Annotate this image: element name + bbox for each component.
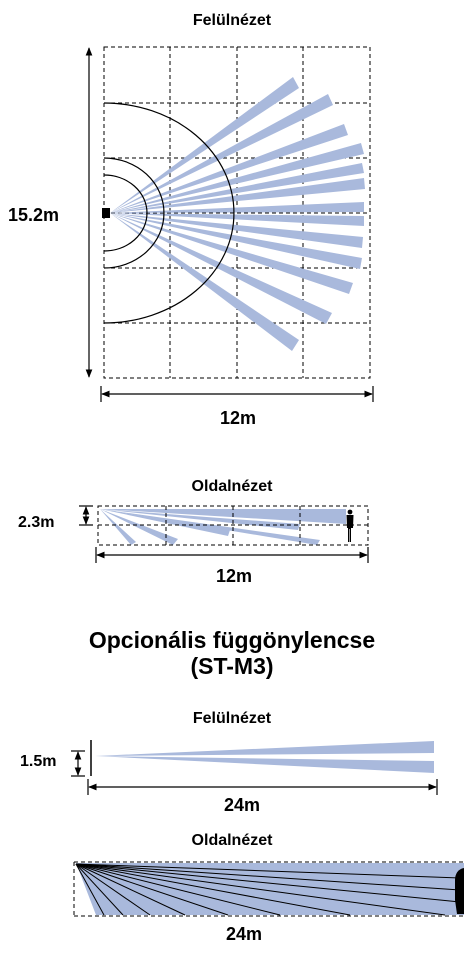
- person-icon: [346, 509, 354, 542]
- curtain-heading-line2: (ST-M3): [190, 653, 274, 679]
- top-view-width-label: 12m: [219, 408, 257, 428]
- top-view-zone-arcs: [103, 102, 235, 324]
- top-view-width-dimension: [100, 386, 374, 402]
- curtain-top-view-title: Felülnézet: [192, 710, 272, 727]
- side-view-title: Oldalnézet: [191, 478, 273, 495]
- side-view-height-label: 2.3m: [18, 514, 55, 531]
- detector-icon: [102, 208, 110, 218]
- top-view-height-label: 15.2m: [8, 205, 60, 225]
- top-view-grid: [103, 46, 371, 379]
- top-view-beams: [110, 77, 365, 351]
- curtain-top-view-diagram: [71, 740, 438, 795]
- curtain-top-view-width-dimension: [87, 779, 438, 795]
- side-view-width-label: 12m: [215, 566, 253, 586]
- curtain-heading: Opcionális függönylencse (ST-M3): [0, 627, 464, 679]
- curtain-heading-line1: Opcionális függönylencse: [88, 627, 376, 653]
- curtain-top-view-beams: [95, 741, 434, 773]
- side-view-grid: [97, 505, 369, 546]
- curtain-top-view-height-label: 1.5m: [20, 753, 57, 770]
- top-view-title: Felülnézet: [192, 12, 272, 29]
- top-view-diagram: [85, 46, 374, 402]
- curtain-side-view-frame: [73, 861, 464, 917]
- curtain-side-view-rays: [75, 863, 461, 916]
- curtain-side-view-title: Oldalnézet: [191, 832, 273, 849]
- curtain-top-view-height-dimension: [71, 750, 85, 777]
- person-icon: [455, 868, 464, 914]
- curtain-side-view-coverage: [76, 863, 464, 915]
- curtain-side-view-diagram: [73, 861, 464, 917]
- curtain-side-view-width-label: 24m: [225, 924, 263, 944]
- side-view-beams: [100, 509, 346, 545]
- curtain-top-view-width-label: 24m: [223, 795, 261, 815]
- side-view-diagram: [79, 505, 369, 563]
- side-view-height-dimension: [79, 505, 93, 526]
- side-view-width-dimension: [95, 547, 369, 563]
